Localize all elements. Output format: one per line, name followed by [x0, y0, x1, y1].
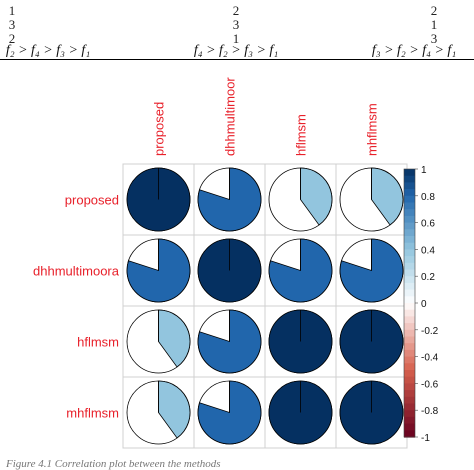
colorbar-segment — [404, 195, 415, 204]
colorbar-segment — [404, 356, 415, 364]
rank-value: 2 — [8, 31, 16, 46]
pie-slice — [197, 167, 262, 232]
colorbar-segment — [404, 383, 415, 391]
colorbar-segment — [404, 182, 415, 190]
rank-value: 2 — [232, 3, 240, 18]
column-label: hflmsm — [294, 114, 309, 156]
pie-slice — [371, 167, 404, 226]
colorbar-segment — [404, 390, 415, 398]
pie-slice — [158, 380, 191, 439]
pie-slice — [197, 380, 262, 445]
colorbar-segment — [404, 282, 415, 291]
colorbar-segment — [404, 410, 415, 418]
colorbar-segment — [404, 403, 415, 411]
colorbar-tick-label: 0.4 — [421, 245, 435, 256]
colorbar-segment — [404, 256, 415, 264]
colorbar-tick-label: 0.6 — [421, 219, 435, 230]
colorbar-tick-label: 0.8 — [421, 192, 435, 203]
rank-value: 2 — [430, 3, 438, 18]
colorbar-tick-label: -1 — [421, 433, 430, 444]
table-rule — [0, 59, 474, 60]
colorbar-tick-label: -0.2 — [421, 326, 439, 337]
colorbar-segment — [404, 202, 415, 210]
rank-value: 1 — [430, 17, 438, 32]
colorbar-segment — [404, 236, 415, 244]
colorbar-segment — [404, 423, 415, 431]
row-label: dhhmultimoora — [33, 264, 120, 279]
colorbar-segment — [404, 249, 415, 257]
colorbar-segment — [404, 309, 415, 317]
ranking-table: 1 3 2 f₂ > f₄ > f₃ > f₁ 2 3 1 f₄ > f₂ > … — [0, 0, 474, 62]
colorbar-segment — [404, 430, 415, 438]
pie-slice — [268, 238, 333, 303]
rank-value: 3 — [430, 31, 438, 46]
colorbar-segment — [404, 222, 415, 230]
pie-slice — [197, 309, 262, 374]
colorbar-segment — [404, 296, 415, 304]
colorbar-segment — [404, 215, 415, 224]
pie-slice — [158, 309, 191, 368]
ranking-order: f₂ > f₄ > f₃ > f₁ — [5, 43, 91, 58]
colorbar-segment — [404, 323, 415, 331]
colorbar-tick-label: 0.2 — [421, 272, 435, 283]
colorbar-segment — [404, 269, 415, 277]
colorbar-segment — [404, 329, 415, 338]
colorbar-tick-label: -0.6 — [421, 379, 439, 390]
pie-slice — [126, 238, 191, 303]
ranking-order: f₄ > f₂ > f₃ > f₁ — [193, 43, 279, 58]
colorbar-tick-label: 1 — [421, 165, 427, 176]
rank-value: 3 — [232, 17, 240, 32]
colorbar-tick-label: 0 — [421, 299, 427, 310]
row-label: hflmsm — [77, 335, 119, 350]
colorbar-segment — [404, 289, 415, 297]
colorbar-tick-label: -0.4 — [421, 353, 439, 364]
colorbar-segment — [404, 363, 415, 371]
figure-caption: Figure 4.1 Correlation plot between the … — [6, 458, 221, 470]
colorbar-segment — [404, 276, 415, 284]
colorbar-segment — [404, 416, 415, 425]
pie-slice — [300, 167, 333, 226]
colorbar-segment — [404, 376, 415, 384]
rank-value: 1 — [8, 3, 16, 18]
row-label: mhflmsm — [66, 406, 119, 421]
correlation-chart: proposed dhhmultimoora hflmsm mhflmsm propos… — [33, 77, 439, 449]
colorbar-segment — [404, 209, 415, 217]
column-label: dhhmultimoor — [223, 77, 238, 156]
colorbar-segment — [404, 169, 415, 177]
colorbar-tick-label: -0.8 — [421, 406, 439, 417]
colorbar-segment — [404, 189, 415, 197]
colorbar-segment — [404, 229, 415, 237]
rank-value: 3 — [8, 17, 16, 32]
colorbar-segment — [404, 370, 415, 378]
rank-value: 1 — [232, 31, 240, 46]
colorbar-segment — [404, 303, 415, 311]
column-label: mhflmsm — [365, 103, 380, 156]
colorbar-segment — [404, 175, 415, 183]
pie-slice — [339, 238, 404, 303]
ranking-order: f₃ > f₂ > f₄ > f₁ — [371, 43, 457, 58]
column-label: proposed — [152, 102, 167, 156]
colorbar-segment — [404, 396, 415, 405]
row-label: proposed — [65, 193, 119, 208]
colorbar-segment — [404, 349, 415, 358]
colorbar-segment — [404, 262, 415, 271]
colorbar-segment — [404, 316, 415, 324]
colorbar-segment — [404, 343, 415, 351]
colorbar-segment — [404, 242, 415, 250]
colorbar-segment — [404, 336, 415, 344]
